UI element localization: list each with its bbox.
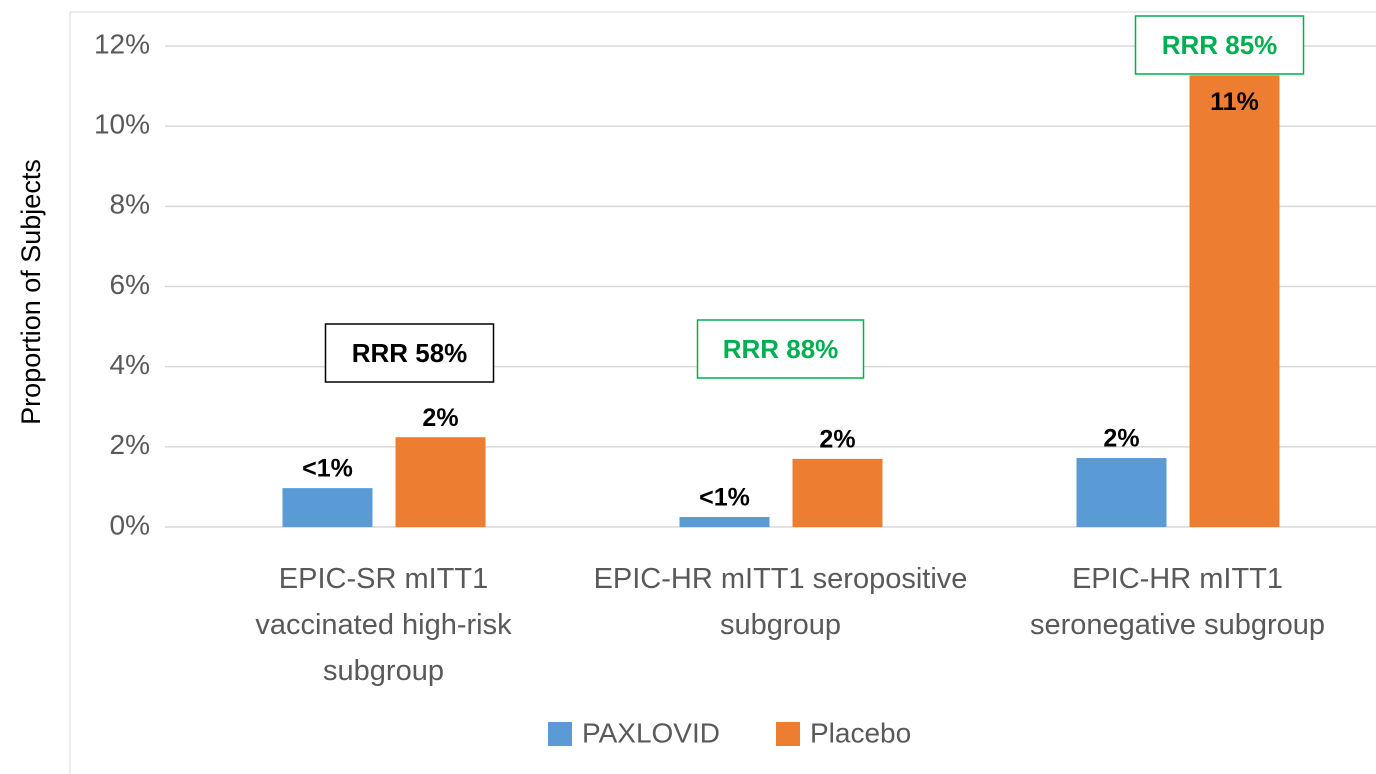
y-tick-label: 12%	[94, 28, 150, 59]
y-tick-label: 6%	[110, 269, 150, 300]
x-tick-label: EPIC-SR mITT1 vaccinated high-risk subgr…	[255, 563, 512, 687]
annotation-box	[1134, 15, 1305, 75]
bar	[1189, 75, 1280, 527]
annotation-box	[324, 323, 495, 383]
data-label: 2%	[819, 425, 855, 453]
legend-swatch	[548, 722, 572, 746]
legend-swatch	[776, 722, 800, 746]
legend-label: PAXLOVID	[582, 717, 720, 748]
bar	[679, 516, 770, 527]
bar	[395, 437, 486, 527]
x-tick-label: EPIC-HR mITT1 seronegative subgroup	[1029, 563, 1326, 641]
annotation: RRR 58%	[352, 338, 468, 368]
y-axis-label: Proportion of Subjects	[16, 159, 46, 425]
legend-label: Placebo	[810, 717, 911, 748]
data-label: <1%	[302, 455, 353, 483]
data-label: 11%	[1210, 88, 1259, 116]
y-tick-label: 8%	[110, 189, 150, 220]
y-tick-label: 10%	[94, 109, 150, 140]
bar	[1076, 458, 1167, 527]
annotation-box	[696, 319, 865, 379]
bar	[282, 488, 373, 527]
x-tick-label: EPIC-HR mITT1 seropositive subgroup	[593, 563, 968, 641]
y-tick-label: 2%	[110, 429, 150, 460]
data-label: <1%	[699, 484, 750, 512]
y-tick-label: 0%	[110, 509, 150, 540]
annotation: RRR 88%	[723, 334, 839, 364]
annotation: RRR 85%	[1162, 30, 1278, 60]
data-label: 2%	[422, 404, 458, 432]
bar	[792, 458, 883, 527]
y-tick-label: 4%	[110, 349, 150, 380]
data-label: 2%	[1103, 425, 1139, 453]
